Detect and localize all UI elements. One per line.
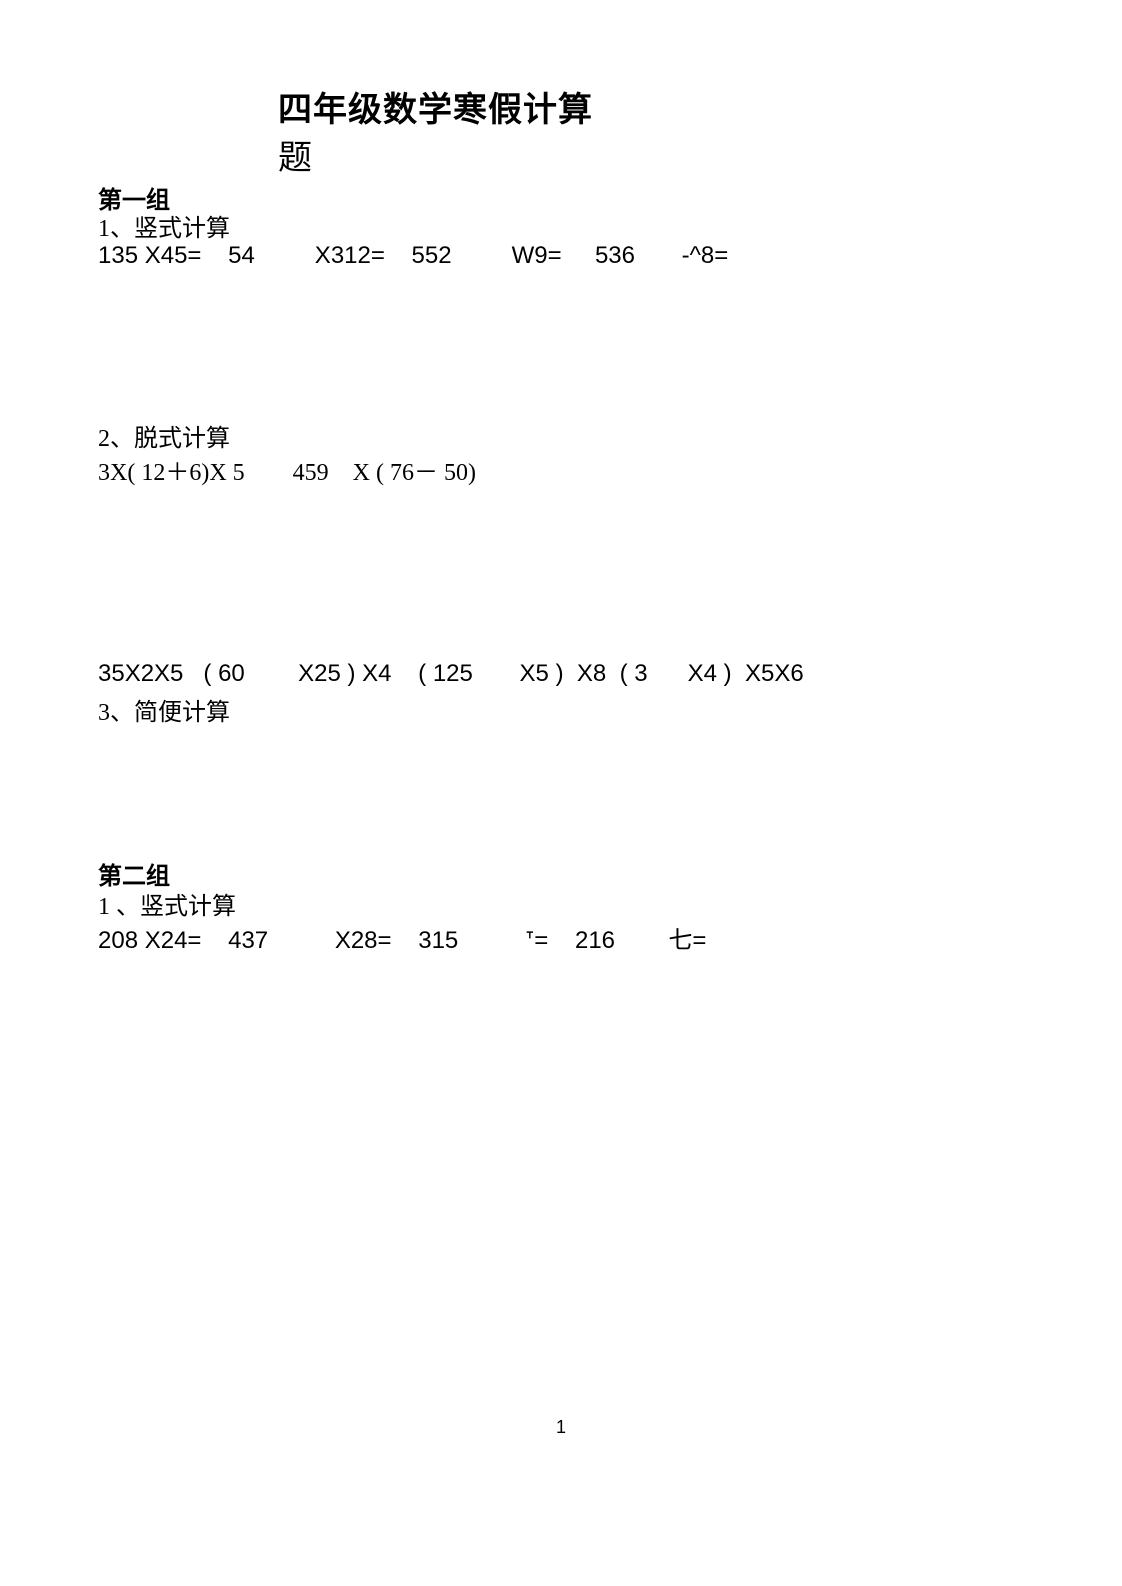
group2-section1-header: 1 、竖式计算: [98, 886, 236, 921]
group1-section1-problems: 135 X45= 54 X312= 552 W9= 536 -^8=: [98, 242, 728, 270]
group2-section1-problems: 208 X24= 437 X28= 315 ᐪ= 216 七=: [98, 920, 706, 955]
group1-section2-problems: 3X( 12＋6)X 5 459 X ( 76－ 50): [98, 452, 476, 487]
group1-section3-problems: 35X2X5 ( 60 X25 ) X4 ( 125 X5 ) X8 ( 3 X…: [98, 660, 804, 688]
group1-section1-header: 1、竖式计算: [98, 208, 230, 243]
page-title-line1: 四年级数学寒假计算: [278, 82, 593, 131]
page-title-line2: 题: [278, 130, 312, 179]
group1-section3-header: 3、简便计算: [98, 692, 230, 727]
page-number: 1: [0, 1417, 1122, 1438]
group1-section2-header: 2、脱式计算: [98, 418, 230, 453]
